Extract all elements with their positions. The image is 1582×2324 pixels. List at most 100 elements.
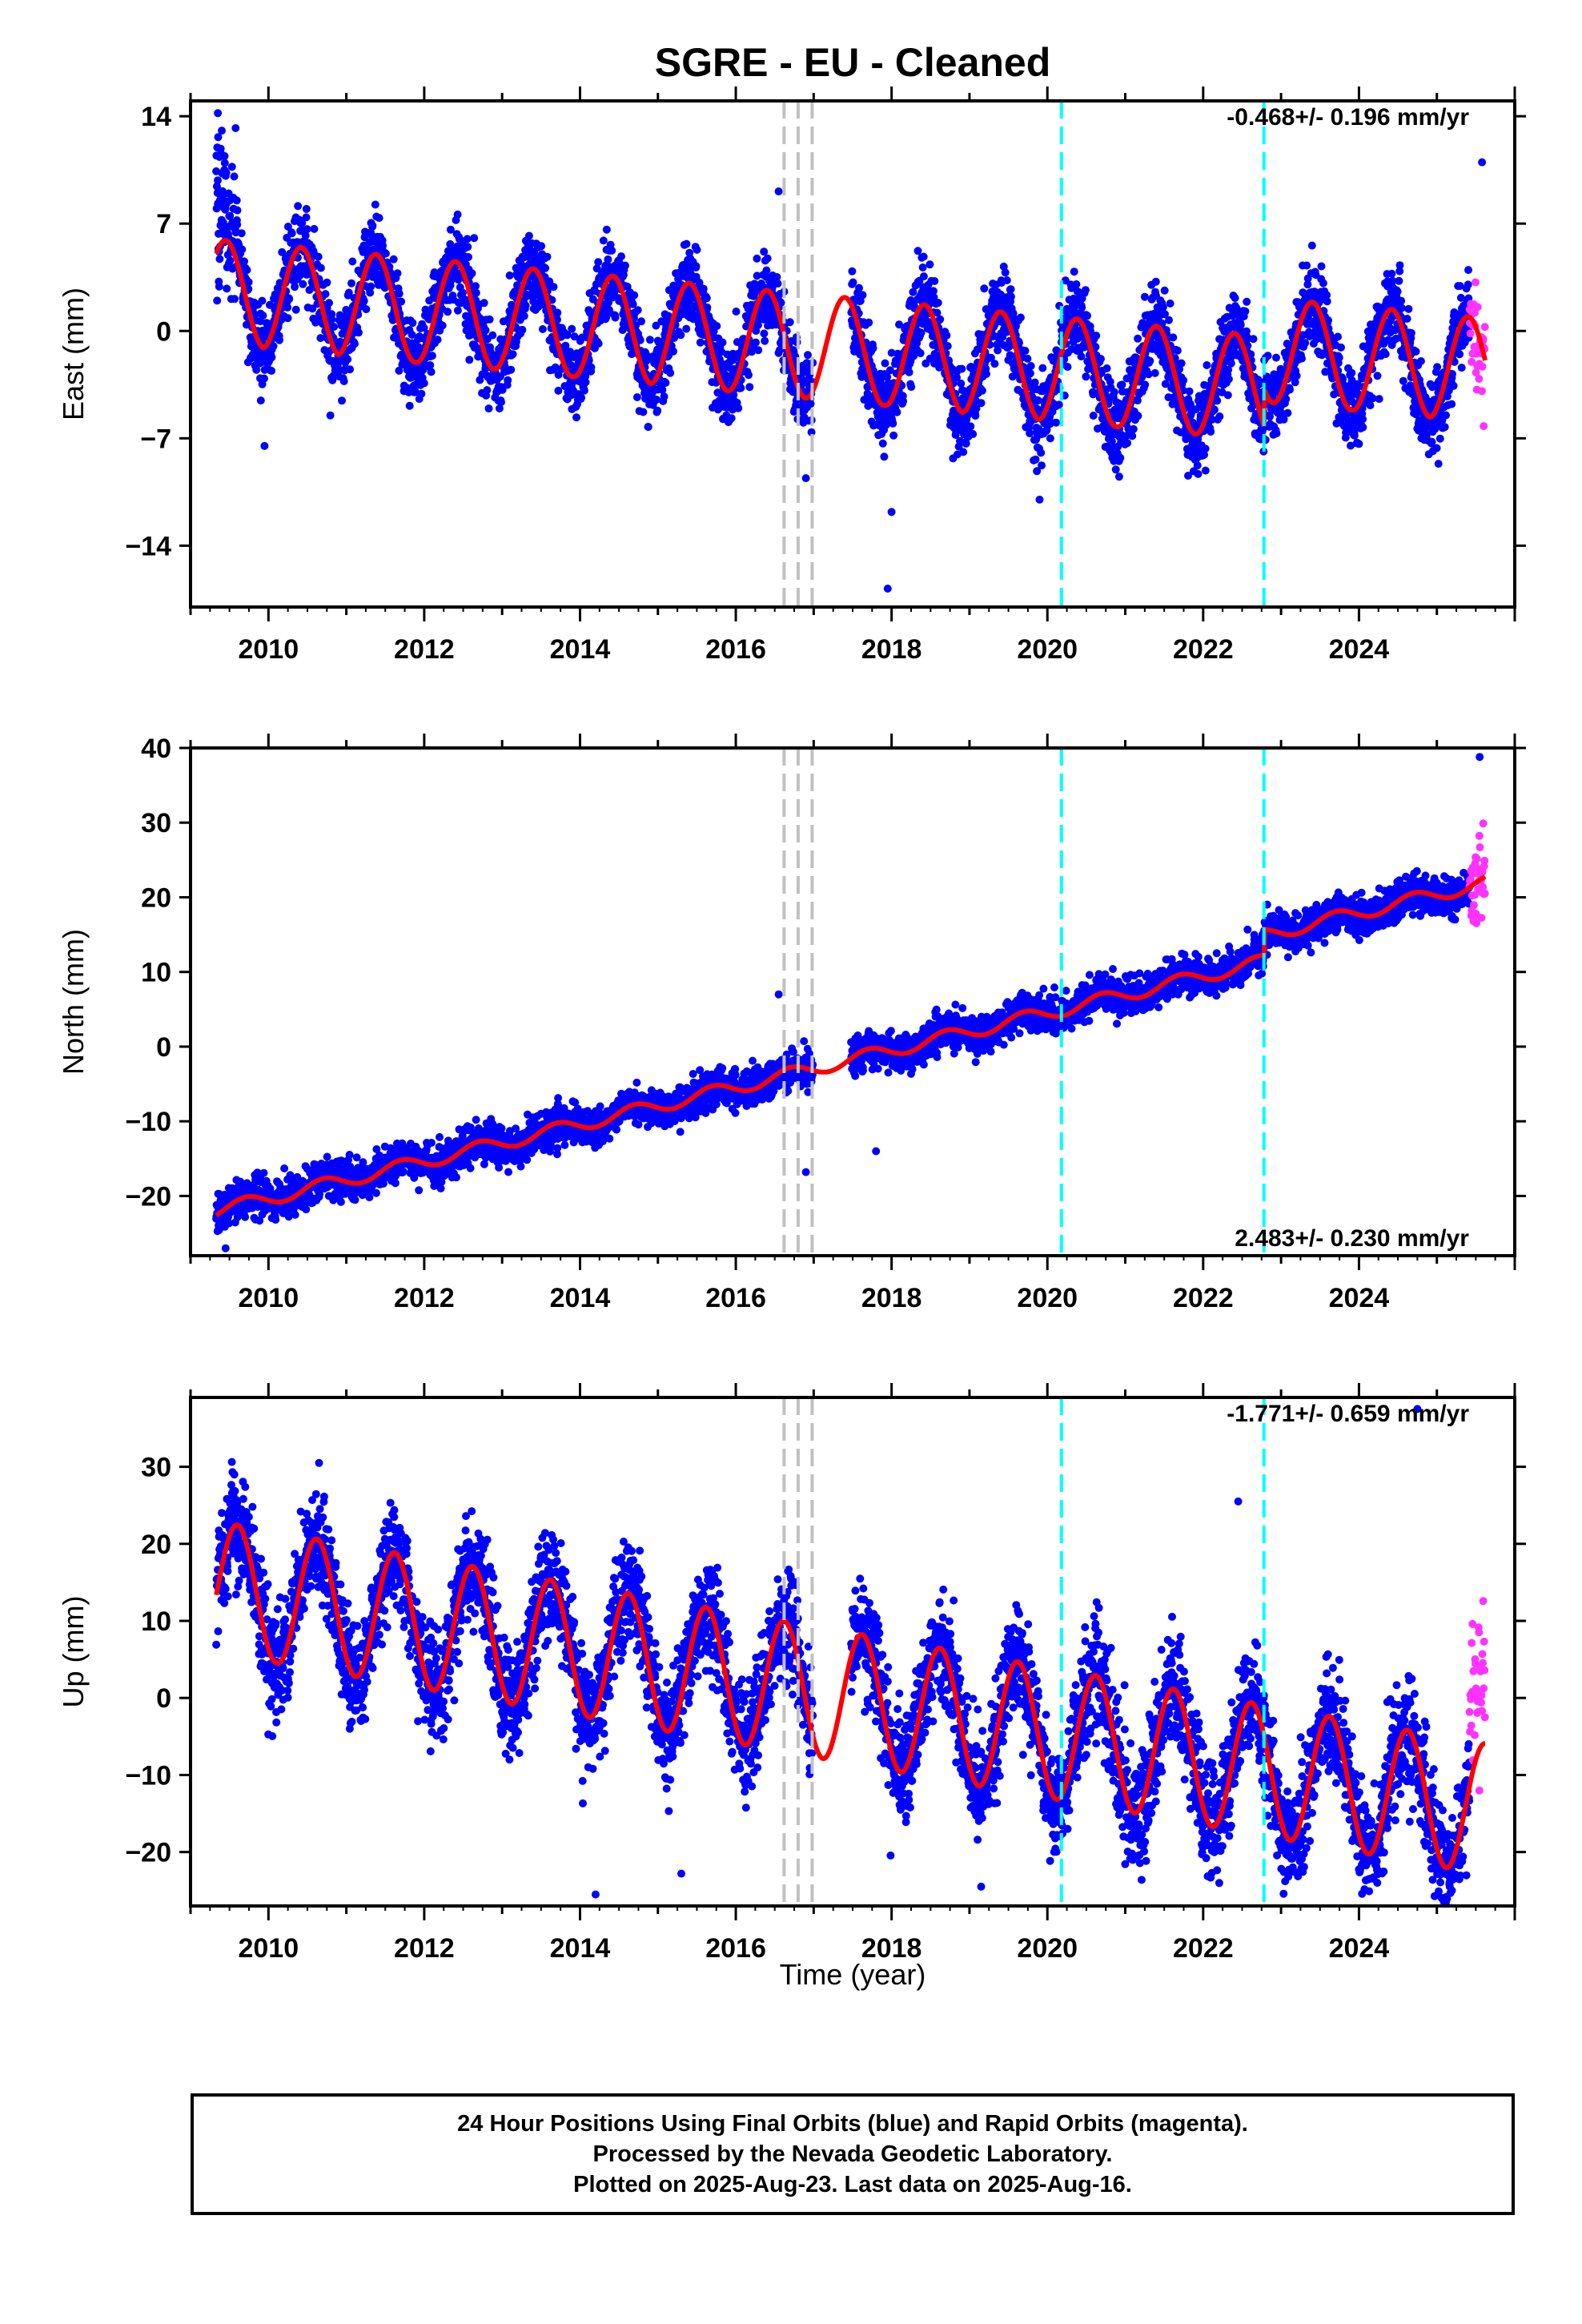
east-data-point xyxy=(483,386,492,395)
east-data-point xyxy=(561,341,570,350)
east-data-point xyxy=(1063,363,1072,372)
east-data-point xyxy=(371,200,379,209)
east-data-point xyxy=(240,257,248,266)
east-data-point xyxy=(366,288,375,297)
east-data-point xyxy=(283,314,292,323)
east-data-point xyxy=(420,379,428,388)
east-data-point xyxy=(355,328,363,337)
east-data-point xyxy=(1303,261,1311,270)
east-data-point xyxy=(1026,429,1034,437)
east-data-point xyxy=(375,214,383,223)
east-data-point xyxy=(804,351,812,360)
east-data-point xyxy=(692,262,701,271)
east-data-point xyxy=(488,331,497,340)
east-data-point xyxy=(446,239,455,248)
east-data-point xyxy=(291,305,300,314)
east-data-point xyxy=(1387,269,1396,278)
east-data-point xyxy=(604,255,612,263)
east-data-point xyxy=(1307,241,1316,250)
east-data-point xyxy=(1272,429,1281,438)
east-data-point xyxy=(302,204,311,213)
east-data-point xyxy=(1009,309,1018,318)
east-data-point xyxy=(1111,465,1120,474)
east-data-point xyxy=(670,334,678,342)
east-data-point xyxy=(644,423,652,432)
east-data-point xyxy=(252,365,261,374)
east-data-point xyxy=(1179,376,1188,384)
east-data-point xyxy=(1038,364,1047,372)
east-data-point xyxy=(367,282,375,291)
east-data-point xyxy=(806,400,815,408)
east-data-point xyxy=(278,247,287,256)
east-data-point xyxy=(408,331,416,339)
east-data-point xyxy=(339,377,348,385)
east-data-point xyxy=(215,255,224,263)
east-data-point xyxy=(761,336,769,345)
east-data-point xyxy=(1038,461,1046,470)
east-data-point xyxy=(1434,460,1443,468)
east-data-point xyxy=(696,338,705,347)
east-data-point xyxy=(899,396,908,405)
east-data-point xyxy=(1082,372,1090,381)
east-data-point xyxy=(977,399,986,408)
east-data-point xyxy=(244,278,253,287)
east-data-point xyxy=(267,367,276,375)
east-data-point xyxy=(215,282,223,291)
east-data-point xyxy=(913,247,922,255)
east-data-point xyxy=(669,347,677,356)
east-data-point xyxy=(218,127,226,135)
east-data-point xyxy=(1301,339,1310,348)
east-data-point xyxy=(256,396,265,405)
chart-title: SGRE - EU - Cleaned xyxy=(655,40,1051,85)
east-data-point xyxy=(713,322,721,331)
east-data-point xyxy=(855,283,863,292)
east-data-point xyxy=(907,383,916,392)
east-data-point xyxy=(865,318,873,327)
east-data-point xyxy=(763,254,772,263)
east-data-point xyxy=(982,370,990,378)
east-data-point xyxy=(1282,395,1291,404)
east-data-point xyxy=(381,249,390,258)
east-data-point xyxy=(632,393,641,401)
east-data-point xyxy=(1449,381,1458,390)
east-data-point xyxy=(1114,472,1123,481)
east-data-point xyxy=(919,252,928,261)
east-data-point xyxy=(617,252,625,261)
east-data-point xyxy=(1337,343,1345,352)
east-data-point xyxy=(1403,315,1411,323)
east-data-point xyxy=(637,317,645,326)
east-data-point xyxy=(934,299,942,308)
east-data-point xyxy=(599,236,608,245)
east-data-point xyxy=(1150,368,1159,377)
east-data-point xyxy=(220,159,229,167)
east-data-point xyxy=(238,245,247,254)
east-data-point xyxy=(222,168,231,177)
east-data-point xyxy=(660,392,669,401)
east-data-point xyxy=(1102,364,1111,372)
east-data-point xyxy=(1089,412,1098,420)
east-data-point xyxy=(752,338,760,347)
east-data-point xyxy=(773,279,782,288)
east-data-point xyxy=(1193,461,1202,470)
east-data-point xyxy=(572,413,580,422)
east-data-point xyxy=(1151,277,1160,286)
east-data-point xyxy=(348,257,357,266)
east-data-point xyxy=(1236,320,1245,329)
east-data-point xyxy=(1283,408,1292,417)
east-data-point xyxy=(233,220,242,229)
east-data-point xyxy=(753,254,761,263)
east-data-point xyxy=(1347,368,1356,377)
east-data-point xyxy=(990,360,999,368)
east-data-point xyxy=(677,331,685,340)
east-data-point xyxy=(971,412,980,420)
east-data-point xyxy=(1078,304,1086,312)
east-data-point xyxy=(1399,376,1407,385)
east-data-point xyxy=(1006,285,1015,294)
east-data-point xyxy=(472,282,480,291)
east-data-point xyxy=(551,363,560,372)
east-data-point xyxy=(1006,292,1015,301)
east-data-point xyxy=(1173,346,1182,355)
east-data-point xyxy=(628,300,637,308)
east-data-point xyxy=(453,306,462,315)
east-data-point xyxy=(630,291,639,300)
